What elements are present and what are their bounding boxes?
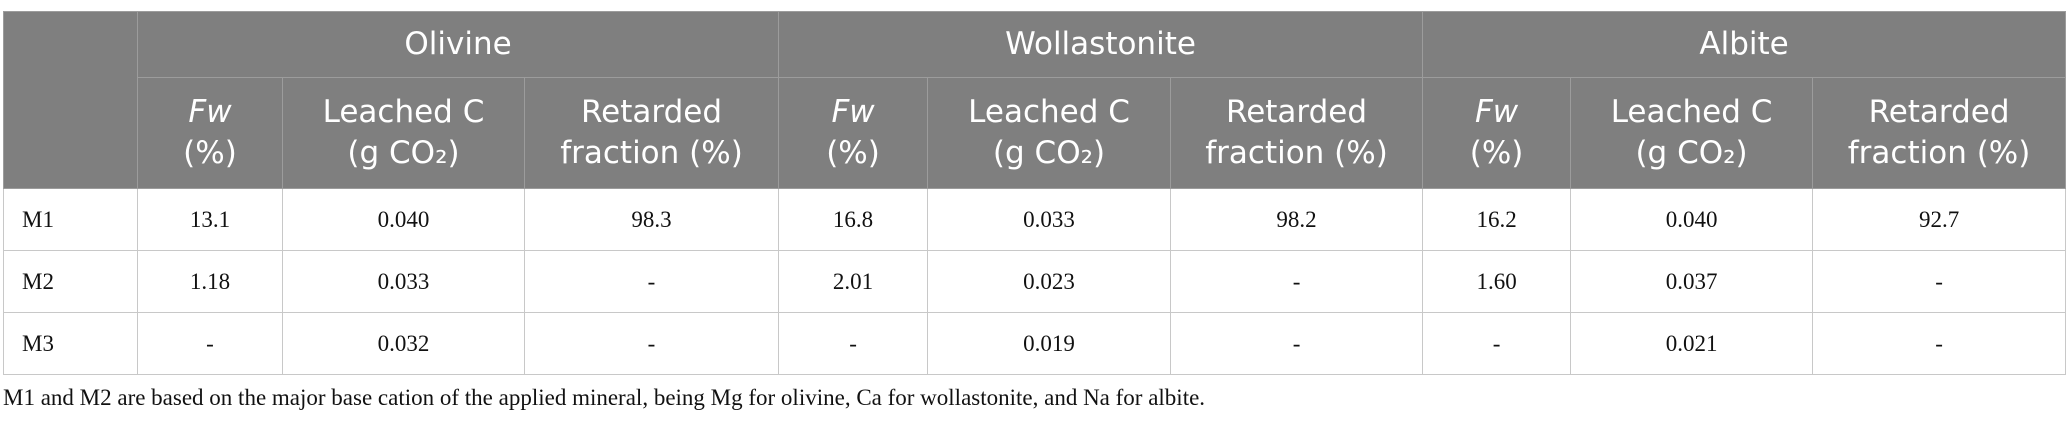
column-header-line: Retarded [581, 94, 723, 130]
column-header: Leached C (g CO₂) [1570, 77, 1814, 189]
column-header: Fw (%) [137, 77, 283, 189]
table-cell: 1.18 [137, 250, 283, 313]
column-header-line: (g CO₂) [1635, 135, 1748, 171]
group-header: Albite [1422, 11, 2067, 78]
row-label: M1 [3, 188, 138, 251]
table-row: M1 13.1 0.040 98.3 16.8 0.033 98.2 16.2 0.040 92.… [3, 188, 2067, 251]
table-cell: - [523, 312, 780, 375]
column-header-line: fraction (%) [1205, 135, 1388, 171]
table-cell: - [1812, 312, 2067, 375]
column-header: Retarded fraction (%) [1812, 77, 2067, 189]
data-table: Olivine Wollastonite Albite Fw (%) Leached C… [3, 11, 2067, 375]
column-header: Fw (%) [1422, 77, 1572, 189]
table-cell: 1.60 [1422, 250, 1572, 313]
table-cell: 92.7 [1812, 188, 2067, 251]
group-header: Olivine [136, 11, 780, 78]
table-cell: 0.033 [927, 188, 1172, 251]
corner-cell [3, 11, 138, 189]
table-cell: - [1170, 312, 1424, 375]
table-cell: 0.019 [927, 312, 1172, 375]
column-header-line: (%) [826, 135, 880, 171]
table-cell: 0.023 [927, 250, 1172, 313]
column-row: Fw (%) Leached C (g CO₂) Retarded fraction (%… [4, 77, 2067, 189]
table-cell: 16.8 [778, 188, 929, 251]
table-cell: - [1422, 312, 1572, 375]
column-header-line: (%) [1469, 135, 1524, 171]
table-cell: 0.040 [282, 188, 525, 251]
column-header-line: Fw [188, 94, 232, 130]
column-header-line: Fw [831, 94, 875, 130]
column-header-line: Leached C [1610, 94, 1773, 130]
group-header: Wollastonite [778, 11, 1424, 78]
column-header: Leached C (g CO₂) [282, 77, 525, 189]
column-header-line: Leached C [968, 94, 1130, 130]
column-header: Retarded fraction (%) [1170, 77, 1424, 189]
table-cell: 0.032 [282, 312, 525, 375]
column-header: Fw (%) [778, 77, 929, 189]
column-header-line: (%) [183, 135, 237, 171]
row-label: M3 [3, 312, 138, 375]
column-header-line: fraction (%) [560, 135, 743, 171]
column-header-line: (g CO₂) [347, 135, 460, 171]
table-cell: 0.033 [282, 250, 525, 313]
column-header-line: Retarded [1226, 94, 1368, 130]
table-cell: 98.3 [523, 188, 780, 251]
column-header-line: Fw [1474, 94, 1519, 130]
table-cell: 0.021 [1570, 312, 1814, 375]
column-header: Retarded fraction (%) [523, 77, 780, 189]
table-cell: 0.037 [1570, 250, 1814, 313]
table-cell: 13.1 [137, 188, 283, 251]
table-cell: 98.2 [1170, 188, 1424, 251]
table-cell: 0.040 [1570, 188, 1814, 251]
footnote: M1 and M2 are based on the major base ca… [3, 385, 1206, 410]
table-body: M1 13.1 0.040 98.3 16.8 0.033 98.2 16.2 0.040 92.… [3, 188, 2067, 375]
table-row: M2 1.18 0.033-2.01 0.023-1.60 0.037- [3, 250, 2067, 313]
table-cell: - [137, 312, 283, 375]
table-cell: - [778, 312, 929, 375]
column-header: Leached C (g CO₂) [927, 77, 1172, 189]
column-header-line: (g CO₂) [992, 135, 1106, 171]
column-header-line: Retarded [1868, 94, 2010, 130]
table-cell: 2.01 [778, 250, 929, 313]
table-cell: - [1812, 250, 2067, 313]
table-cell: 16.2 [1422, 188, 1572, 251]
table-row: M3-0.032- -0.019- -0.021- [3, 312, 2067, 375]
table-head: Olivine Wollastonite Albite Fw (%) Leached C… [3, 11, 2067, 189]
table-cell: - [523, 250, 780, 313]
group-row: Olivine Wollastonite Albite [3, 11, 2067, 189]
row-label: M2 [3, 250, 138, 313]
column-header-line: Leached C [322, 94, 485, 130]
column-header-line: fraction (%) [1847, 135, 2031, 171]
table-cell: - [1170, 250, 1424, 313]
